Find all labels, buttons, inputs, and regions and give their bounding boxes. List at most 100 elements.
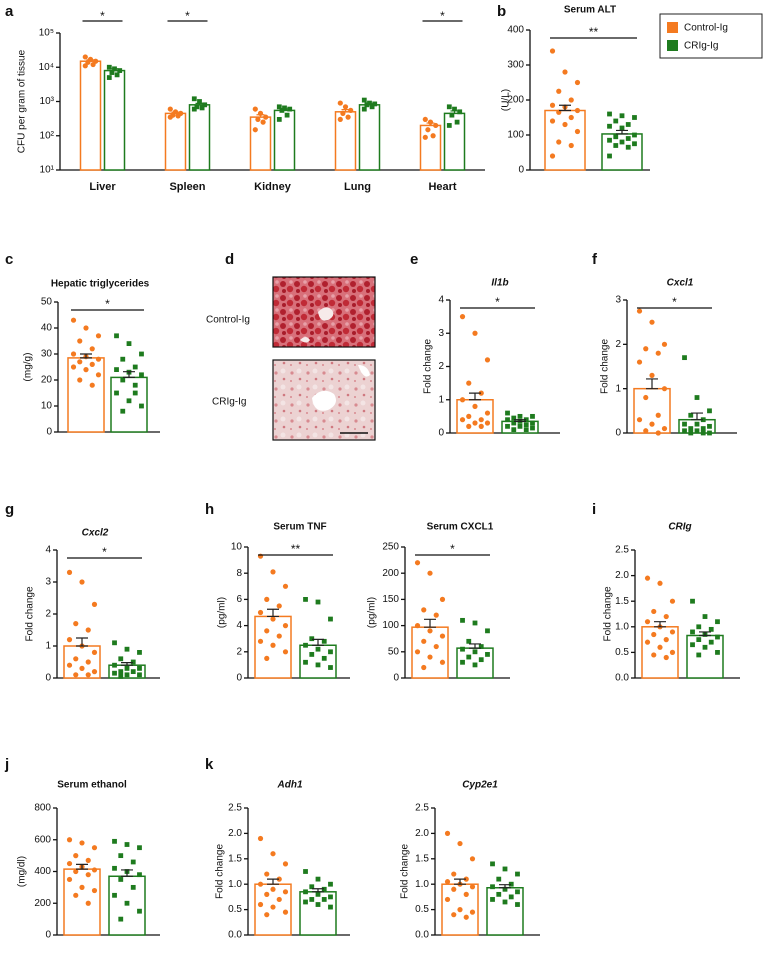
data-point xyxy=(73,892,79,898)
data-point xyxy=(89,346,95,352)
chart-title: Cyp2e1 xyxy=(462,780,498,791)
data-point xyxy=(77,338,83,344)
data-point xyxy=(126,398,132,404)
y-axis-label: CFU per gram of tissue xyxy=(17,49,28,153)
data-point xyxy=(619,113,625,119)
y-tick-label: 0 xyxy=(615,428,621,439)
significance-label: * xyxy=(495,295,500,309)
data-point xyxy=(120,356,126,362)
y-tick-label: 0 xyxy=(518,165,524,176)
y-tick-label: 0.5 xyxy=(228,904,242,915)
data-point xyxy=(328,616,333,622)
y-tick-label: 20 xyxy=(41,375,53,386)
y-tick-label: 200 xyxy=(34,898,51,909)
data-point xyxy=(421,607,427,613)
data-point xyxy=(478,423,484,429)
significance-label: * xyxy=(440,9,445,23)
data-point xyxy=(715,650,720,655)
data-point xyxy=(619,139,625,145)
significance-label: * xyxy=(102,545,107,559)
bar xyxy=(79,60,102,171)
data-point xyxy=(85,872,91,878)
error-bar xyxy=(80,353,92,359)
data-point xyxy=(484,410,491,416)
data-point xyxy=(95,333,102,339)
data-point xyxy=(459,417,466,423)
data-point xyxy=(644,619,651,625)
data-point xyxy=(118,853,124,859)
data-point xyxy=(523,422,529,428)
data-point xyxy=(112,640,117,646)
data-point xyxy=(118,656,124,662)
error-bar xyxy=(123,371,135,378)
y-tick-label: 400 xyxy=(507,25,524,36)
data-point xyxy=(73,672,79,678)
data-point xyxy=(505,417,510,423)
data-point xyxy=(574,107,581,114)
data-point xyxy=(194,104,200,110)
data-point xyxy=(523,427,529,433)
data-point xyxy=(644,639,651,645)
data-point xyxy=(321,897,327,902)
data-point xyxy=(282,649,289,655)
data-point xyxy=(112,66,117,72)
data-point xyxy=(446,123,452,128)
y-tick-label: 1.0 xyxy=(228,879,242,890)
data-point xyxy=(568,97,574,103)
y-tick-label: 2.5 xyxy=(615,545,629,556)
data-point xyxy=(449,112,455,118)
data-point xyxy=(568,142,574,149)
data-point xyxy=(444,896,451,903)
y-tick-label: 3 xyxy=(45,577,51,588)
data-point xyxy=(433,122,439,129)
error-bar xyxy=(454,878,466,885)
data-point xyxy=(511,415,517,421)
data-point xyxy=(530,425,535,431)
significance-label: * xyxy=(105,297,110,311)
data-point xyxy=(77,359,83,365)
data-point xyxy=(696,637,702,642)
y-tick-label: 1.5 xyxy=(228,853,242,864)
data-point xyxy=(472,620,478,626)
data-point xyxy=(702,644,708,650)
data-point xyxy=(89,361,95,367)
error-bar xyxy=(267,878,279,885)
data-point xyxy=(439,596,446,603)
chart-title: Cxcl2 xyxy=(82,528,109,539)
data-point xyxy=(613,118,619,124)
data-point xyxy=(137,672,142,678)
data-point xyxy=(118,877,124,882)
significance-label: * xyxy=(450,542,455,556)
panel: g Cxcl2 0 1 2 3 4 Fold change * xyxy=(5,501,160,684)
y-tick-label: 600 xyxy=(34,834,51,845)
data-point xyxy=(485,628,490,634)
data-point xyxy=(661,341,668,347)
significance-label: ** xyxy=(291,542,301,556)
y-tick-label: 100 xyxy=(382,620,399,631)
data-point xyxy=(457,840,463,847)
data-point xyxy=(66,860,73,867)
panel: b Serum ALT 0 100 200 300 400 (U/L) ** xyxy=(497,3,650,176)
y-tick-label: 10⁵ xyxy=(39,28,54,39)
data-point xyxy=(466,654,472,660)
data-point xyxy=(328,904,333,910)
y-tick-label: 1 xyxy=(438,394,444,405)
panel-letter: j xyxy=(4,756,9,773)
bar xyxy=(249,116,272,171)
data-point xyxy=(613,134,619,140)
data-point xyxy=(132,364,138,370)
y-axis-label: (pg/ml) xyxy=(367,597,378,628)
y-tick-label: 0.5 xyxy=(415,904,429,915)
data-point xyxy=(263,114,269,120)
y-tick-label: 0 xyxy=(46,427,52,438)
panel: d Control-Ig CRIg-Ig xyxy=(206,251,376,441)
data-point xyxy=(328,894,333,900)
data-point xyxy=(167,114,173,120)
significance-label: * xyxy=(100,9,105,23)
data-point xyxy=(661,386,668,392)
data-point xyxy=(73,656,79,662)
data-point xyxy=(663,637,669,643)
data-point xyxy=(619,125,625,131)
y-tick-label: 50 xyxy=(388,646,400,657)
data-point xyxy=(549,48,556,54)
